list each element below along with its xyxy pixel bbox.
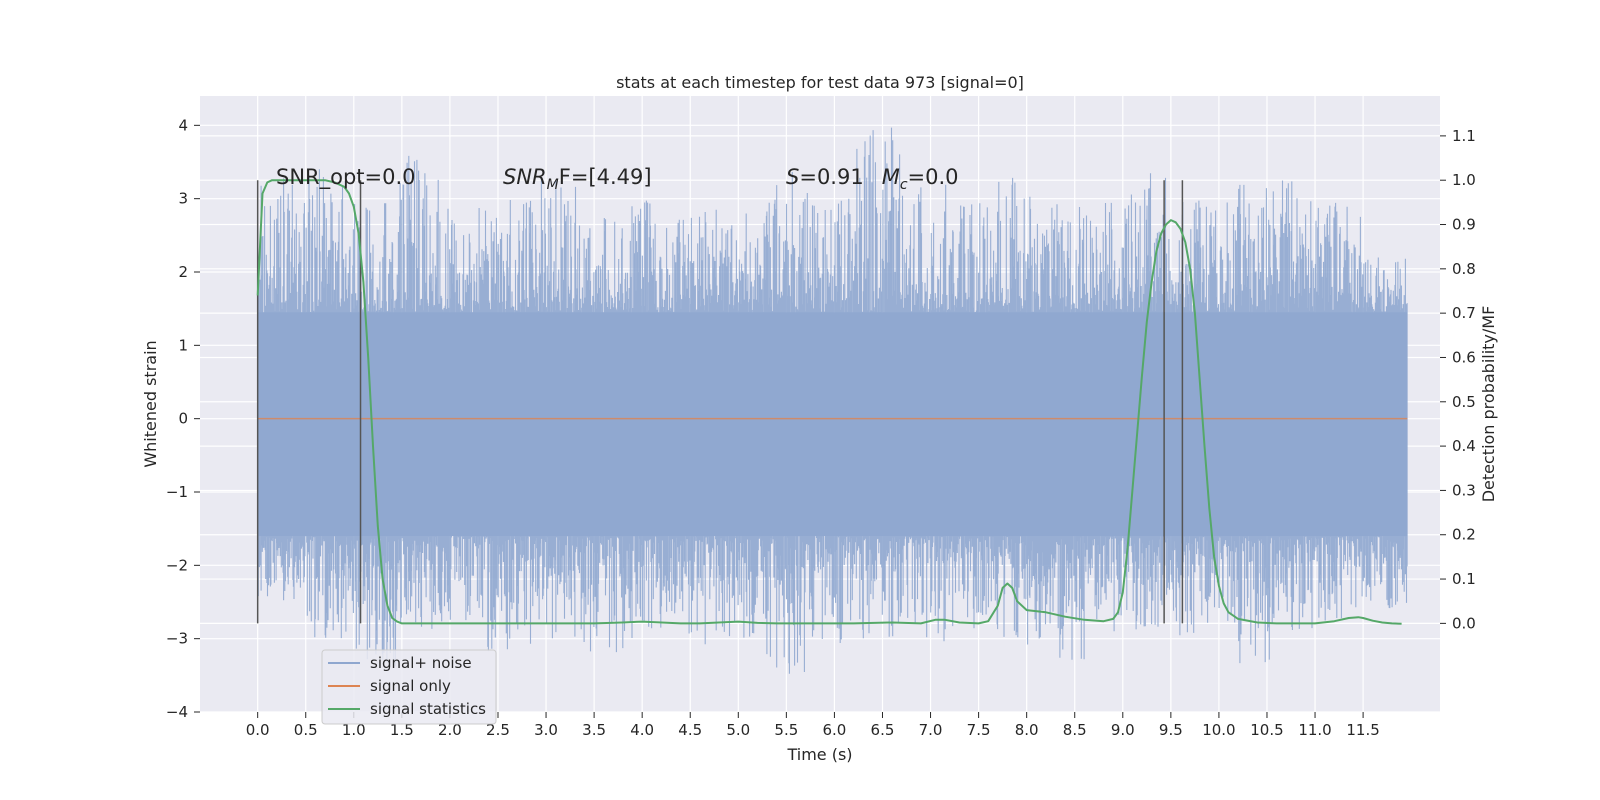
x-tick-label: 4.5 — [678, 721, 702, 739]
x-tick-label: 3.0 — [534, 721, 558, 739]
x-tick-label: 0.0 — [246, 721, 270, 739]
x-tick-label: 9.0 — [1111, 721, 1135, 739]
left-y-tick-label: 3 — [178, 190, 188, 208]
left-y-tick-label: −3 — [166, 630, 188, 648]
x-tick-label: 8.5 — [1063, 721, 1087, 739]
right-y-tick-label: 0.3 — [1452, 481, 1476, 499]
x-tick-label: 5.0 — [726, 721, 750, 739]
left-y-axis-label: Whitened strain — [141, 340, 160, 467]
annotation-s-mc: S=0.91 Mc=0.0 — [786, 165, 959, 193]
x-tick-label: 7.0 — [919, 721, 943, 739]
right-y-axis-label: Detection probability/MF — [1479, 306, 1498, 503]
x-tick-label: 2.5 — [486, 721, 510, 739]
right-y-tick-label: 0.7 — [1452, 304, 1476, 322]
right-y-tick-label: 0.4 — [1452, 437, 1476, 455]
legend-label-signal-statistics: signal statistics — [370, 700, 486, 718]
right-y-tick-label: 0.6 — [1452, 348, 1476, 366]
x-tick-label: 1.5 — [390, 721, 414, 739]
x-tick-label: 3.5 — [582, 721, 606, 739]
x-tick-label: 7.5 — [967, 721, 991, 739]
x-tick-label: 1.0 — [342, 721, 366, 739]
signal-statistics-series — [256, 179, 1402, 625]
x-tick-label: 2.0 — [438, 721, 462, 739]
right-y-tick-label: 0.2 — [1452, 526, 1476, 544]
right-y-tick-label: 0.8 — [1452, 260, 1476, 278]
right-y-tick-label: 0.0 — [1452, 614, 1476, 632]
right-y-axis-ticks: 1.1 1.0 0.9 0.8 0.7 0.6 0.5 0.4 0.3 0.2 0.1 0.0 — [1440, 127, 1476, 632]
x-tick-label: 4.0 — [630, 721, 654, 739]
left-y-tick-label: −1 — [166, 483, 188, 501]
x-axis-label: Time (s) — [786, 745, 852, 764]
right-y-tick-label: 0.9 — [1452, 216, 1476, 234]
annotation-snr-mf: SNRMF=[4.49] — [503, 165, 652, 193]
x-tick-label: 10.0 — [1202, 721, 1235, 739]
signal-statistics-line — [256, 179, 1402, 625]
legend: signal+ noise signal only signal statist… — [321, 649, 497, 725]
left-y-tick-label: −4 — [166, 703, 188, 721]
signal-noise-series — [257, 127, 1408, 674]
chart-title: stats at each timestep for test data 973… — [616, 73, 1024, 92]
x-tick-label: 6.5 — [871, 721, 895, 739]
left-y-tick-label: 4 — [178, 116, 188, 134]
legend-label-signal-noise: signal+ noise — [370, 654, 472, 672]
x-tick-label: 11.0 — [1298, 721, 1331, 739]
x-tick-label: 8.0 — [1015, 721, 1039, 739]
legend-box — [321, 649, 497, 725]
x-tick-label: 0.5 — [294, 721, 318, 739]
left-y-tick-label: 2 — [178, 263, 188, 281]
x-tick-label: 10.5 — [1250, 721, 1283, 739]
x-tick-label: 6.0 — [822, 721, 846, 739]
annotation-snr-opt: SNR_opt=0.0 — [276, 165, 416, 190]
x-tick-label: 9.5 — [1159, 721, 1183, 739]
left-y-tick-label: −2 — [166, 556, 188, 574]
right-y-tick-label: 1.0 — [1452, 171, 1476, 189]
x-tick-label: 11.5 — [1346, 721, 1379, 739]
left-y-tick-label: 1 — [178, 336, 188, 354]
right-y-tick-label: 0.5 — [1452, 393, 1476, 411]
legend-label-signal-only: signal only — [370, 677, 451, 695]
x-axis-ticks: 0.0 0.5 1.0 1.5 2.0 2.5 3.0 3.5 4.0 4.5 5.0 5.5 6.0 6… — [246, 712, 1380, 739]
right-y-tick-label: 0.1 — [1452, 570, 1476, 588]
left-y-axis-ticks: 4 3 2 1 0 −1 −2 −3 −4 — [166, 116, 200, 721]
right-y-tick-label: 1.1 — [1452, 127, 1476, 145]
left-y-tick-label: 0 — [178, 410, 188, 428]
annotations: SNR_opt=0.0 SNRMF=[4.49] S=0.91 Mc=0.0 — [276, 165, 959, 193]
x-tick-label: 5.5 — [774, 721, 798, 739]
